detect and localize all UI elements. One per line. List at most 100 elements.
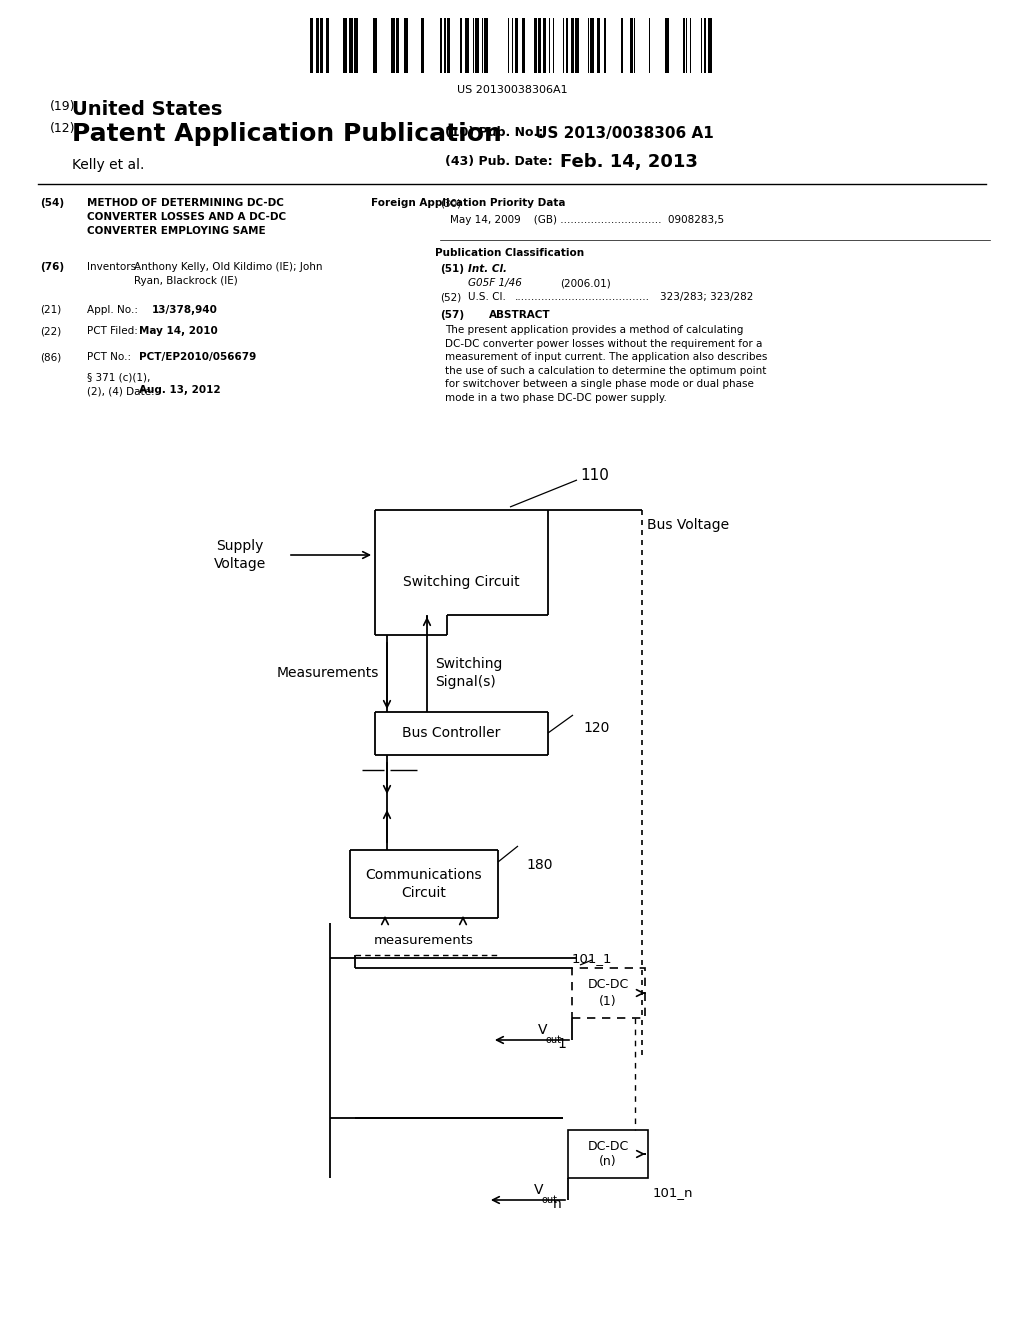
Text: 1: 1: [557, 1038, 566, 1051]
Text: 13/378,940: 13/378,940: [152, 305, 218, 315]
Bar: [319, 18, 323, 73]
Text: Anthony Kelly, Old Kildimo (IE); John
Ryan, Blackrock (IE): Anthony Kelly, Old Kildimo (IE); John Ry…: [134, 261, 323, 286]
Bar: [604, 18, 606, 73]
Text: Feb. 14, 2013: Feb. 14, 2013: [560, 153, 698, 172]
Bar: [396, 18, 399, 73]
Text: Switching Circuit: Switching Circuit: [402, 576, 519, 589]
Text: Kelly et al.: Kelly et al.: [72, 158, 144, 172]
Text: Bus Controller: Bus Controller: [401, 726, 500, 741]
Text: (2006.01): (2006.01): [560, 279, 610, 288]
Text: DC-DC
(1): DC-DC (1): [588, 978, 629, 1007]
Bar: [566, 18, 568, 73]
Text: 101_n: 101_n: [653, 1185, 693, 1199]
Bar: [543, 18, 546, 73]
Bar: [310, 18, 313, 73]
Text: (30): (30): [440, 198, 461, 209]
Text: PCT/EP2010/056679: PCT/EP2010/056679: [139, 352, 256, 362]
Text: May 14, 2009    (GB) ..............................  0908283,5: May 14, 2009 (GB) ......................…: [450, 215, 724, 224]
Text: § 371 (c)(1),
(2), (4) Date:: § 371 (c)(1), (2), (4) Date:: [87, 372, 155, 396]
Text: 101_1: 101_1: [572, 952, 612, 965]
Text: Supply
Voltage: Supply Voltage: [214, 539, 266, 572]
Bar: [326, 18, 329, 73]
Bar: [475, 18, 479, 73]
Bar: [575, 18, 579, 73]
Text: measurements: measurements: [374, 933, 474, 946]
Bar: [484, 18, 488, 73]
Text: (21): (21): [40, 305, 61, 315]
Bar: [538, 18, 541, 73]
Text: V: V: [534, 1183, 543, 1197]
Bar: [568, 1130, 648, 1177]
Text: U.S. Cl.: U.S. Cl.: [468, 292, 506, 302]
Bar: [373, 18, 377, 73]
Text: DC-DC
(n): DC-DC (n): [588, 1139, 629, 1168]
Text: (86): (86): [40, 352, 61, 362]
Text: PCT Filed:: PCT Filed:: [87, 326, 138, 337]
Text: (19): (19): [50, 100, 76, 114]
Text: Int. Cl.: Int. Cl.: [468, 264, 507, 275]
Text: (57): (57): [440, 310, 464, 319]
Bar: [665, 18, 669, 73]
Bar: [444, 18, 446, 73]
Bar: [440, 18, 442, 73]
Text: (76): (76): [40, 261, 65, 272]
Text: Bus Voltage: Bus Voltage: [647, 517, 729, 532]
Bar: [597, 18, 600, 73]
Text: Measurements: Measurements: [276, 667, 379, 680]
Text: (52): (52): [440, 292, 461, 302]
Text: US 2013/0038306 A1: US 2013/0038306 A1: [535, 125, 714, 141]
Bar: [683, 18, 685, 73]
Bar: [354, 18, 358, 73]
Bar: [708, 18, 712, 73]
Bar: [343, 18, 347, 73]
Text: (22): (22): [40, 326, 61, 337]
Text: METHOD OF DETERMINING DC-DC
CONVERTER LOSSES AND A DC-DC
CONVERTER EMPLOYING SAM: METHOD OF DETERMINING DC-DC CONVERTER LO…: [87, 198, 286, 236]
Bar: [349, 18, 353, 73]
Text: (43) Pub. Date:: (43) Pub. Date:: [445, 154, 553, 168]
Text: out: out: [546, 1035, 562, 1045]
Text: (10) Pub. No.:: (10) Pub. No.:: [445, 125, 544, 139]
Text: G05F 1/46: G05F 1/46: [468, 279, 522, 288]
Text: Communications
Circuit: Communications Circuit: [366, 867, 482, 900]
Text: 180: 180: [526, 858, 553, 873]
Text: PCT No.:: PCT No.:: [87, 352, 131, 362]
Bar: [404, 18, 408, 73]
Bar: [630, 18, 633, 73]
Text: Inventors:: Inventors:: [87, 261, 139, 272]
Text: 323/283; 323/282: 323/283; 323/282: [660, 292, 754, 302]
Bar: [421, 18, 424, 73]
Text: US 20130038306A1: US 20130038306A1: [457, 84, 567, 95]
Text: Publication Classification: Publication Classification: [435, 248, 585, 257]
Text: (54): (54): [40, 198, 65, 209]
Text: V: V: [538, 1023, 547, 1038]
Text: ........................................: ........................................: [515, 292, 650, 302]
Text: May 14, 2010: May 14, 2010: [139, 326, 218, 337]
Text: (51): (51): [440, 264, 464, 275]
Text: The present application provides a method of calculating
DC-DC converter power l: The present application provides a metho…: [445, 325, 767, 403]
Bar: [534, 18, 537, 73]
Text: Foreign Application Priority Data: Foreign Application Priority Data: [371, 198, 565, 209]
Text: 120: 120: [583, 721, 609, 735]
Bar: [460, 18, 462, 73]
Bar: [515, 18, 518, 73]
Text: ABSTRACT: ABSTRACT: [489, 310, 551, 319]
Bar: [572, 968, 645, 1018]
Text: out: out: [542, 1195, 558, 1205]
Bar: [316, 18, 319, 73]
Text: United States: United States: [72, 100, 222, 119]
Bar: [590, 18, 594, 73]
Bar: [571, 18, 574, 73]
Bar: [447, 18, 450, 73]
Bar: [522, 18, 525, 73]
Text: Appl. No.:: Appl. No.:: [87, 305, 138, 315]
Bar: [705, 18, 706, 73]
Bar: [465, 18, 469, 73]
Text: Switching
Signal(s): Switching Signal(s): [435, 657, 503, 689]
Text: (12): (12): [50, 121, 76, 135]
Text: Aug. 13, 2012: Aug. 13, 2012: [139, 385, 220, 395]
Text: n: n: [553, 1197, 562, 1210]
Bar: [391, 18, 395, 73]
Text: Patent Application Publication: Patent Application Publication: [72, 121, 502, 147]
Bar: [621, 18, 623, 73]
Text: 110: 110: [580, 469, 609, 483]
